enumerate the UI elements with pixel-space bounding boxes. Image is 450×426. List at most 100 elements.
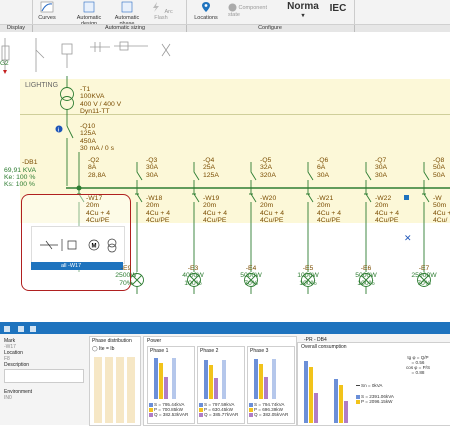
ribbon-group-bar: Display Automatic sizing Configure	[0, 24, 450, 32]
description-field[interactable]	[4, 369, 84, 383]
phase-panel-1: Phase 1 S = 795.44kVA P = 700.85kW Q = 3…	[147, 346, 195, 424]
load-percent: 100%	[299, 279, 317, 287]
load-label[interactable]: -E6 5000W 100%	[348, 265, 384, 287]
cable-length: 50m	[433, 202, 447, 210]
load-label[interactable]: -E4 5000W 70%	[233, 265, 269, 287]
phase-bar	[159, 363, 163, 399]
load-power: 5000W	[355, 272, 377, 280]
locations-button[interactable]: Locations	[193, 1, 219, 21]
load-power: 4000W	[182, 272, 204, 280]
cable-label[interactable]: -W17 20m 4Cu + 4 4Cu/PE	[86, 195, 110, 225]
cable-name: -W17	[86, 195, 103, 202]
db1-name: -DB1	[22, 159, 38, 166]
phase-title: Phase 1	[150, 348, 169, 354]
component-state-icon	[228, 3, 237, 12]
cable-name: -W22	[375, 195, 392, 202]
cable-label[interactable]: -W19 20m 4Cu + 4 4Cu/PE	[203, 195, 227, 225]
load-name: -E3	[187, 265, 199, 272]
component-state-button[interactable]: Component state	[228, 3, 267, 18]
breaker-name: -Q6	[317, 157, 329, 164]
mark-value[interactable]: -W17	[4, 344, 16, 350]
cable-pe: 4Cu/PE	[317, 217, 341, 225]
environment-value[interactable]: IN0	[4, 395, 12, 401]
cable-name: -W20	[260, 195, 277, 202]
q10-name: -Q10	[80, 123, 96, 130]
phase-legend: S = 794.74kVA P = 696.39kW Q = 382.05kVA…	[249, 402, 288, 417]
breaker-label[interactable]: -Q2 8A 28,8A	[88, 157, 106, 179]
busbar-panel	[20, 114, 450, 223]
location-pin-icon	[202, 2, 210, 12]
cable-pe: 4Cu/PE	[146, 217, 170, 225]
phase-bar	[264, 376, 268, 399]
q10-rating: 125A	[80, 130, 96, 138]
arrow-icon	[3, 70, 7, 74]
phase-bar	[222, 359, 226, 399]
arc-flash-button[interactable]: Arc Flash	[149, 1, 173, 21]
phase-p: P = 696.39kW	[254, 407, 283, 412]
phase-p: P = 700.85kW	[154, 407, 183, 412]
breaker-rating: 25A	[203, 164, 216, 172]
overall-legend: Sn = 0kVA S = 2391.06kVA P = 2096.15kW	[356, 383, 394, 404]
panel-icon	[4, 326, 10, 332]
mark-label: Mark	[4, 338, 16, 344]
cable-label[interactable]: -W18 20m 4Cu + 4 4Cu/PE	[146, 195, 170, 225]
distribution-bar	[105, 357, 113, 423]
feeder-6	[359, 162, 373, 294]
load-power: 25000W	[411, 272, 437, 280]
q10-value: 450A	[80, 137, 96, 145]
group-separator	[186, 25, 187, 32]
svg-text:M: M	[92, 244, 97, 250]
load-label[interactable]: -E5 1000W 100%	[290, 265, 326, 287]
cable-label[interactable]: -W22 20m 4Cu + 4 4Cu/PE	[375, 195, 399, 225]
breaker-value: 320A	[260, 171, 276, 179]
phase-q: Q = 385.77kVAR	[204, 412, 239, 417]
schematic-canvas[interactable]: G2 LIGHTING i -T1 100KVA 400 V / 400 V D…	[0, 32, 450, 322]
breaker-label[interactable]: -Q8 50A 50A	[433, 157, 445, 179]
load-power: 5000W	[240, 272, 262, 280]
load-label[interactable]: -E7 25000W 70%	[406, 265, 442, 287]
breaker-label[interactable]: -Q6 6A 30A	[317, 157, 329, 179]
breaker-rating: 30A	[146, 164, 159, 172]
norma-button[interactable]: Norma ▾	[287, 1, 319, 19]
breaker-label[interactable]: -Q4 25A 125A	[203, 157, 219, 179]
overall-bars	[304, 353, 320, 423]
cable-label[interactable]: -W21 20m 4Cu + 4 4Cu/PE	[317, 195, 341, 225]
phase-distribution-option[interactable]: ◯ Ite = Ib	[92, 346, 115, 352]
breaker-label[interactable]: -Q7 30A 30A	[375, 157, 387, 179]
overall-values: tg φ = Q/P = 0.56 cos φ = P/S = 0.88	[390, 355, 446, 375]
load-power: 1000W	[297, 272, 319, 280]
breaker-label[interactable]: -Q3 30A 30A	[146, 157, 158, 179]
close-marker-icon[interactable]: ✕	[404, 233, 412, 243]
location-value[interactable]: F8	[4, 356, 10, 362]
ribbon-separator	[354, 0, 355, 24]
cable-label[interactable]: -W20 20m 4Cu + 4 4Cu/PE	[260, 195, 284, 225]
cable-label[interactable]: -W 50m 4Cu +4Cu/	[433, 195, 450, 225]
breaker-rating: 6A	[317, 164, 326, 172]
cable-name: -W	[433, 195, 442, 202]
cable-pe: 4Cu/PE	[375, 217, 399, 225]
cable-section: 4Cu + 4	[317, 209, 341, 217]
breaker-name: -Q2	[88, 157, 100, 164]
iec-button[interactable]: IEC	[326, 3, 350, 15]
load-label[interactable]: -E3 4000W 100%	[175, 265, 211, 287]
load-percent: 100%	[184, 279, 202, 287]
left-g2-label: G2	[0, 60, 9, 67]
db1-power: 69,91 KVA	[4, 167, 36, 174]
breaker-value: 50A	[433, 171, 446, 179]
phase-s: S = 794.74kVA	[254, 402, 285, 407]
location-label: Location	[4, 350, 23, 356]
breaker-label[interactable]: -Q5 32A 320A	[260, 157, 276, 179]
cable-name: -W21	[317, 195, 334, 202]
overall-s-bar	[334, 379, 338, 423]
phase-q: Q = 382.53kVAR	[154, 412, 189, 417]
overall-s-line: S = 2391.06kVA	[356, 394, 394, 399]
ribbon-toolbar: Curves Automatic design Automatic phase …	[0, 0, 450, 33]
svg-text:i: i	[58, 128, 60, 134]
breaker-rating: 32A	[260, 164, 273, 172]
phase-balance-icon	[121, 1, 133, 13]
load-label[interactable]: -E9 2500W 70%	[108, 265, 144, 287]
curves-button[interactable]: Curves	[36, 1, 58, 21]
link-marker-icon[interactable]	[404, 195, 409, 200]
transformer-label: -T1 100KVA 400 V / 400 V Dyn11-TT	[80, 86, 121, 116]
cable-section: 4Cu + 4	[260, 209, 284, 217]
